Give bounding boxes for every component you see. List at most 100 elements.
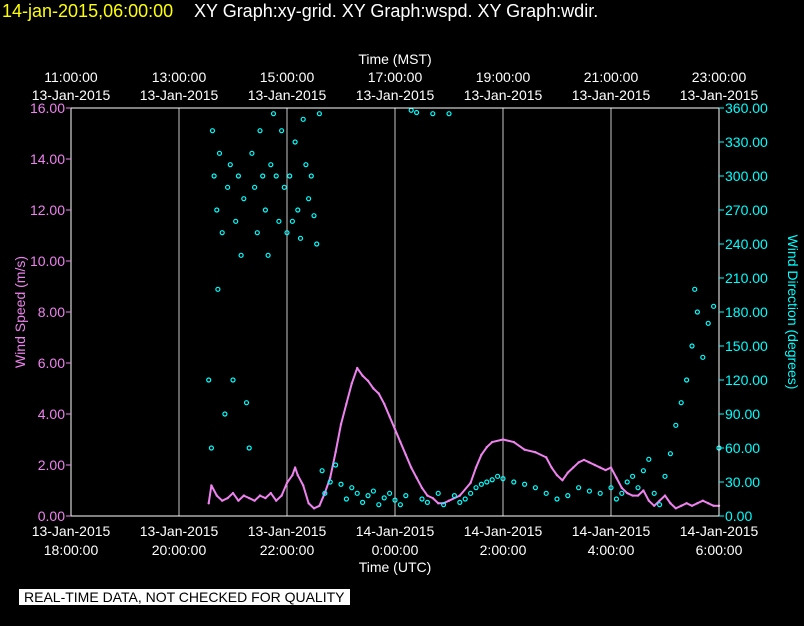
- wind-speed-segment: [399, 441, 407, 456]
- wind-direction-point: [322, 490, 328, 496]
- wind-speed-segment: [669, 502, 677, 510]
- right-tick-label: 60.00: [725, 440, 760, 456]
- wind-direction-point: [365, 493, 371, 499]
- left-tick-label: 10.00: [30, 253, 65, 269]
- wind-direction-point: [489, 477, 495, 483]
- wind-direction-point: [392, 497, 398, 503]
- top-tick-time: 11:00:00: [44, 69, 98, 85]
- wind-speed-segment: [269, 492, 278, 502]
- wind-direction-point: [624, 479, 630, 485]
- wind-direction-point: [316, 111, 322, 117]
- wind-direction-point: [209, 128, 216, 134]
- wind-direction-point: [619, 490, 625, 496]
- wind-speed-segment: [294, 467, 299, 476]
- right-tick-label: 330.00: [725, 134, 768, 150]
- wind-direction-point: [705, 320, 711, 326]
- wind-direction-point: [349, 485, 355, 491]
- wind-speed-segment: [421, 487, 429, 497]
- top-tick-date: 13-Jan-2015: [248, 87, 327, 103]
- top-tick-time: 23:00:00: [692, 69, 747, 85]
- wind-direction-point: [295, 207, 301, 213]
- right-tick-label: 300.00: [725, 168, 768, 184]
- wind-direction-point: [360, 499, 366, 505]
- wind-direction-point: [451, 493, 457, 499]
- wind-direction-point: [511, 479, 517, 485]
- wind-direction-point: [608, 485, 614, 491]
- wind-direction-point: [370, 488, 376, 494]
- top-tick-date: 13-Jan-2015: [572, 87, 651, 103]
- left-tick-label: 4.00: [38, 406, 65, 422]
- right-tick-label: 270.00: [725, 202, 768, 218]
- bottom-tick-date: 14-Jan-2015: [464, 523, 543, 539]
- wind-speed-segment: [658, 494, 666, 502]
- wind-speed-segment: [556, 474, 564, 482]
- wind-speed-segment: [415, 477, 423, 489]
- wind-speed-segment: [642, 490, 650, 502]
- data-quality-notice: REAL-TIME DATA, NOT CHECKED FOR QUALITY: [19, 589, 351, 605]
- wind-direction-point: [206, 377, 212, 383]
- right-tick-label: 150.00: [725, 338, 768, 354]
- axis-labels: 13-Jan-2015 18:00:00 13-Jan-2015 20:00:00 13…: [12, 51, 801, 575]
- wind-speed-segment: [459, 482, 472, 497]
- wind-direction-point: [292, 139, 298, 145]
- wind-direction-point: [419, 496, 425, 502]
- wind-direction-point: [343, 496, 349, 502]
- bottom-tick-date: 14-Jan-2015: [680, 523, 759, 539]
- wind-direction-point: [462, 496, 468, 502]
- top-tick-time: 21:00:00: [584, 69, 639, 85]
- left-tick-label: 6.00: [38, 355, 65, 371]
- bottom-tick-time: 20:00:00: [152, 542, 207, 558]
- bottom-tick-date: 14-Jan-2015: [572, 523, 651, 539]
- wind-direction-point: [575, 485, 582, 491]
- axes: [66, 107, 724, 517]
- left-axis-title: Wind Speed (m/s): [12, 256, 28, 368]
- wind-direction-point: [478, 481, 484, 487]
- wind-speed-segment: [475, 454, 483, 468]
- wind-speed-segment: [232, 492, 240, 502]
- wind-direction-series: [206, 107, 722, 508]
- wind-speed-segment: [264, 492, 272, 499]
- wind-speed-segment: [329, 452, 337, 478]
- wind-direction-point: [441, 502, 447, 508]
- wind-direction-point: [500, 476, 506, 482]
- wind-speed-segment: [296, 474, 305, 486]
- wind-direction-point: [656, 502, 663, 508]
- bottom-tick-date: 13-Jan-2015: [248, 523, 327, 539]
- wind-direction-point: [254, 230, 260, 236]
- wind-direction-point: [314, 241, 320, 247]
- wind-speed-series: [207, 366, 721, 510]
- wind-direction-point: [211, 173, 217, 179]
- wind-speed-segment: [572, 461, 580, 469]
- top-tick-date: 13-Jan-2015: [680, 87, 759, 103]
- left-tick-label: 8.00: [38, 304, 65, 320]
- wind-direction-point: [446, 111, 452, 117]
- top-tick-time: 15:00:00: [260, 69, 315, 85]
- wind-direction-point: [468, 490, 474, 496]
- timestamp: 14-jan-2015,06:00:00: [2, 1, 174, 21]
- wind-direction-point: [265, 252, 271, 258]
- wind-speed-segment: [615, 477, 623, 489]
- wind-direction-point: [430, 111, 436, 117]
- grid-lines: [178, 108, 612, 516]
- wind-direction-point: [543, 490, 549, 496]
- wind-speed-segment: [432, 497, 439, 504]
- wind-direction-point: [252, 184, 258, 190]
- wind-speed-segment: [513, 441, 526, 451]
- right-tick-label: 30.00: [725, 474, 760, 490]
- wind-speed-segment: [648, 499, 655, 507]
- wind-speed-segment: [664, 495, 672, 504]
- wind-direction-point: [268, 162, 274, 168]
- wind-direction-point: [694, 309, 701, 315]
- wind-direction-point: [214, 207, 220, 213]
- wind-speed-segment: [383, 403, 391, 417]
- wind-direction-point: [243, 400, 250, 406]
- right-tick-label: 90.00: [725, 406, 760, 422]
- top-tick-time: 19:00:00: [476, 69, 531, 85]
- top-tick-time: 13:00:00: [152, 69, 207, 85]
- wind-direction-point: [403, 493, 409, 499]
- wind-speed-segment: [480, 446, 488, 456]
- wind-direction-point: [683, 377, 690, 383]
- wind-direction-point: [387, 490, 393, 496]
- wind-speed-segment: [524, 448, 536, 454]
